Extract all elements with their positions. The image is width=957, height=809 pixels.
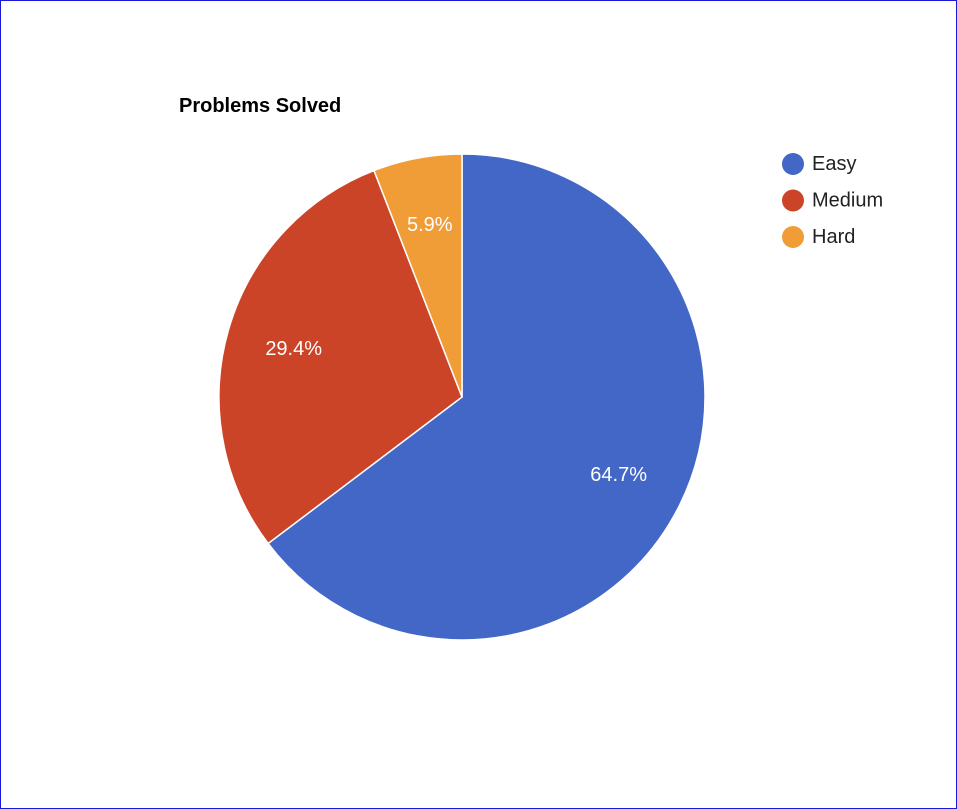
legend-item-easy[interactable]: Easy bbox=[782, 153, 856, 175]
pie-slice-medium[interactable] bbox=[218, 169, 463, 545]
chart-title: Problems Solved bbox=[179, 95, 341, 117]
legend-swatch-easy bbox=[782, 153, 804, 175]
legend-label-easy: Easy bbox=[812, 153, 856, 175]
slice-label-easy: 64.7% bbox=[590, 464, 647, 486]
legend-label-medium: Medium bbox=[812, 190, 883, 212]
legend-swatch-hard bbox=[782, 226, 804, 248]
pie-slice-labels: 64.7% 29.4% 5.9% bbox=[265, 214, 647, 486]
pie-slice-hard[interactable] bbox=[372, 153, 463, 398]
legend-swatch-medium bbox=[782, 189, 804, 212]
slice-label-hard: 5.9% bbox=[407, 214, 453, 236]
slice-label-medium: 29.4% bbox=[265, 338, 322, 360]
legend-item-hard[interactable]: Hard bbox=[782, 226, 855, 248]
chart-legend: Easy Medium Hard bbox=[782, 153, 883, 248]
pie-slices bbox=[218, 153, 706, 641]
legend-item-medium[interactable]: Medium bbox=[782, 189, 883, 212]
pie-slice-easy[interactable] bbox=[267, 153, 706, 641]
legend-label-hard: Hard bbox=[812, 226, 855, 248]
